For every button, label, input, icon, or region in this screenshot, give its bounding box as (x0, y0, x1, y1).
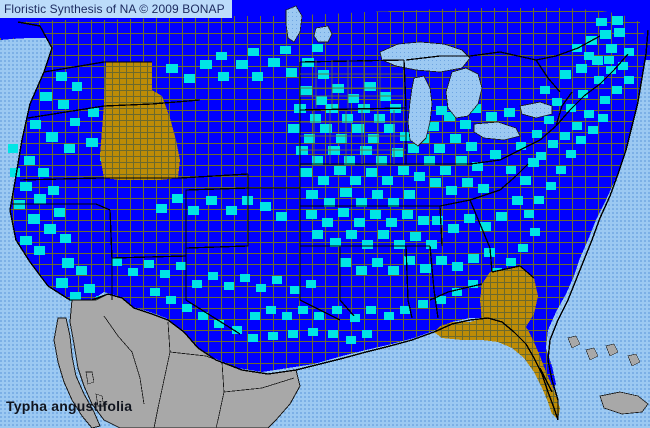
state-borders (12, 35, 629, 393)
county-borders (300, 60, 406, 164)
lake-michigan (407, 75, 433, 147)
cyan-county-group (8, 16, 634, 344)
lake-winnipeg (285, 5, 303, 43)
lake-huron (445, 67, 483, 119)
lake-erie (473, 121, 521, 141)
lake-of-woods (313, 25, 333, 43)
great-lakes-group (285, 5, 553, 147)
species-name-label: Typha angustifolia (6, 398, 133, 414)
coastlines (9, 21, 649, 421)
baja-california (53, 317, 101, 428)
copyright-banner: Floristic Synthesis of NA © 2009 BONAP (0, 0, 232, 18)
lake-ontario (519, 101, 553, 119)
state-idaho (100, 62, 180, 180)
caribbean-islands (567, 335, 649, 415)
banner-text: Floristic Synthesis of NA © 2009 BONAP (4, 2, 225, 16)
region-mexico (53, 293, 301, 428)
state-florida (434, 316, 560, 420)
lake-superior (379, 41, 471, 73)
gold-state-group (100, 62, 560, 420)
baja-sur-islands (85, 371, 95, 385)
